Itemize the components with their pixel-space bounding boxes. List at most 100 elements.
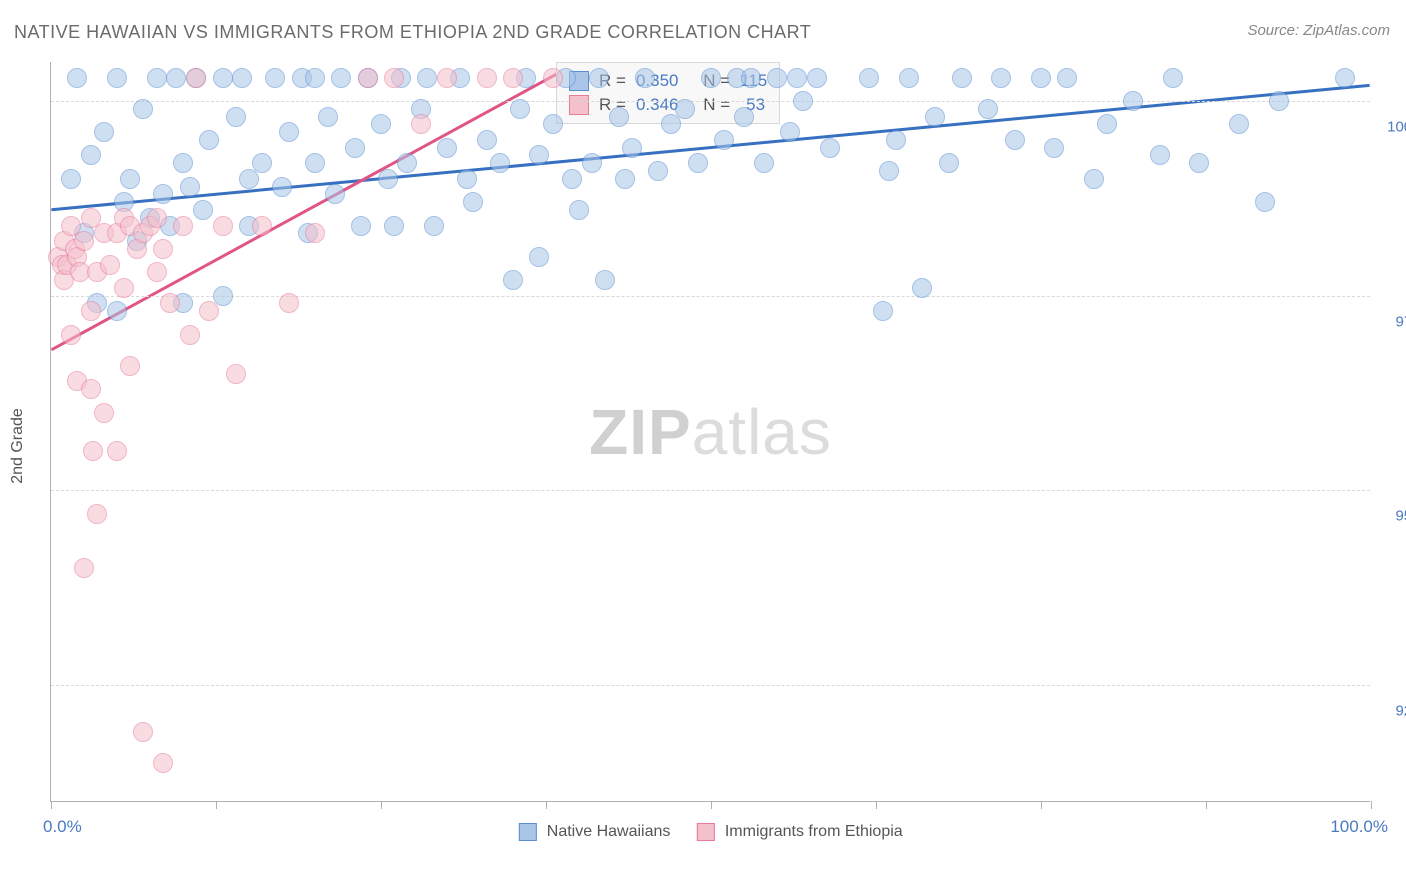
data-point-series1 [582, 153, 602, 173]
data-point-series1 [609, 107, 629, 127]
data-point-series1 [635, 68, 655, 88]
data-point-series2 [199, 301, 219, 321]
data-point-series2 [437, 68, 457, 88]
data-point-series2 [147, 262, 167, 282]
gridline [51, 490, 1370, 491]
data-point-series2 [358, 68, 378, 88]
data-point-series1 [417, 68, 437, 88]
data-point-series1 [180, 177, 200, 197]
data-point-series1 [279, 122, 299, 142]
data-point-series1 [569, 200, 589, 220]
chart-title: NATIVE HAWAIIAN VS IMMIGRANTS FROM ETHIO… [14, 22, 811, 43]
data-point-series1 [879, 161, 899, 181]
data-point-series1 [318, 107, 338, 127]
data-point-series2 [153, 239, 173, 259]
data-point-series1 [562, 169, 582, 189]
data-point-series2 [107, 441, 127, 461]
data-point-series1 [147, 68, 167, 88]
data-point-series1 [232, 68, 252, 88]
data-point-series1 [595, 270, 615, 290]
y-tick-label: 100.0% [1378, 118, 1406, 135]
data-point-series1 [1255, 192, 1275, 212]
source-attribution: Source: ZipAtlas.com [1247, 22, 1390, 39]
data-point-series1 [767, 68, 787, 88]
data-point-series1 [978, 99, 998, 119]
data-point-series1 [166, 68, 186, 88]
data-point-series2 [477, 68, 497, 88]
x-tick [1041, 801, 1042, 809]
data-point-series1 [873, 301, 893, 321]
data-point-series2 [74, 558, 94, 578]
data-point-series2 [81, 301, 101, 321]
data-point-series2 [160, 293, 180, 313]
data-point-series1 [81, 145, 101, 165]
data-point-series2 [411, 114, 431, 134]
data-point-series1 [226, 107, 246, 127]
data-point-series1 [305, 68, 325, 88]
data-point-series1 [490, 153, 510, 173]
data-point-series2 [133, 722, 153, 742]
data-point-series1 [331, 68, 351, 88]
y-tick-label: 97.5% [1378, 313, 1406, 330]
data-point-series1 [437, 138, 457, 158]
data-point-series1 [807, 68, 827, 88]
legend: Native Hawaiians Immigrants from Ethiopi… [518, 823, 902, 841]
data-point-series1 [991, 68, 1011, 88]
data-point-series2 [503, 68, 523, 88]
data-point-series1 [688, 153, 708, 173]
data-point-series2 [180, 325, 200, 345]
scatter-plot: ZIPatlas R = 0.350 N = 115 R = 0.346 N =… [50, 62, 1370, 802]
data-point-series1 [780, 122, 800, 142]
data-point-series1 [193, 200, 213, 220]
data-point-series2 [100, 255, 120, 275]
x-tick [1371, 801, 1372, 809]
data-point-series1 [1044, 138, 1064, 158]
data-point-series2 [384, 68, 404, 88]
data-point-series1 [94, 122, 114, 142]
data-point-series1 [67, 68, 87, 88]
data-point-series1 [61, 169, 81, 189]
data-point-series1 [1269, 91, 1289, 111]
x-tick [381, 801, 382, 809]
y-tick-label: 92.5% [1378, 703, 1406, 720]
gridline [51, 296, 1370, 297]
data-point-series1 [503, 270, 523, 290]
legend-swatch-blue [518, 823, 536, 841]
watermark: ZIPatlas [589, 395, 832, 469]
data-point-series1 [199, 130, 219, 150]
data-point-series2 [173, 216, 193, 236]
data-point-series1 [925, 107, 945, 127]
data-point-series1 [272, 177, 292, 197]
data-point-series1 [529, 247, 549, 267]
x-tick [546, 801, 547, 809]
data-point-series1 [325, 184, 345, 204]
x-tick [1206, 801, 1207, 809]
r-value-2: 0.346 [636, 95, 679, 115]
data-point-series1 [107, 301, 127, 321]
data-point-series2 [81, 379, 101, 399]
data-point-series1 [153, 184, 173, 204]
stats-swatch-pink [569, 95, 589, 115]
legend-swatch-pink [696, 823, 714, 841]
legend-item-2: Immigrants from Ethiopia [696, 823, 902, 841]
data-point-series1 [754, 153, 774, 173]
x-tick [51, 801, 52, 809]
data-point-series1 [622, 138, 642, 158]
x-tick [216, 801, 217, 809]
data-point-series1 [701, 68, 721, 88]
data-point-series1 [173, 153, 193, 173]
y-axis-title: 2nd Grade [9, 408, 27, 484]
data-point-series1 [648, 161, 668, 181]
data-point-series1 [589, 68, 609, 88]
data-point-series1 [1097, 114, 1117, 134]
data-point-series2 [147, 208, 167, 228]
data-point-series1 [899, 68, 919, 88]
data-point-series2 [83, 441, 103, 461]
data-point-series2 [213, 216, 233, 236]
data-point-series1 [661, 114, 681, 134]
data-point-series1 [793, 91, 813, 111]
data-point-series2 [153, 753, 173, 773]
data-point-series1 [886, 130, 906, 150]
data-point-series1 [529, 145, 549, 165]
n-label: N = [703, 95, 730, 115]
